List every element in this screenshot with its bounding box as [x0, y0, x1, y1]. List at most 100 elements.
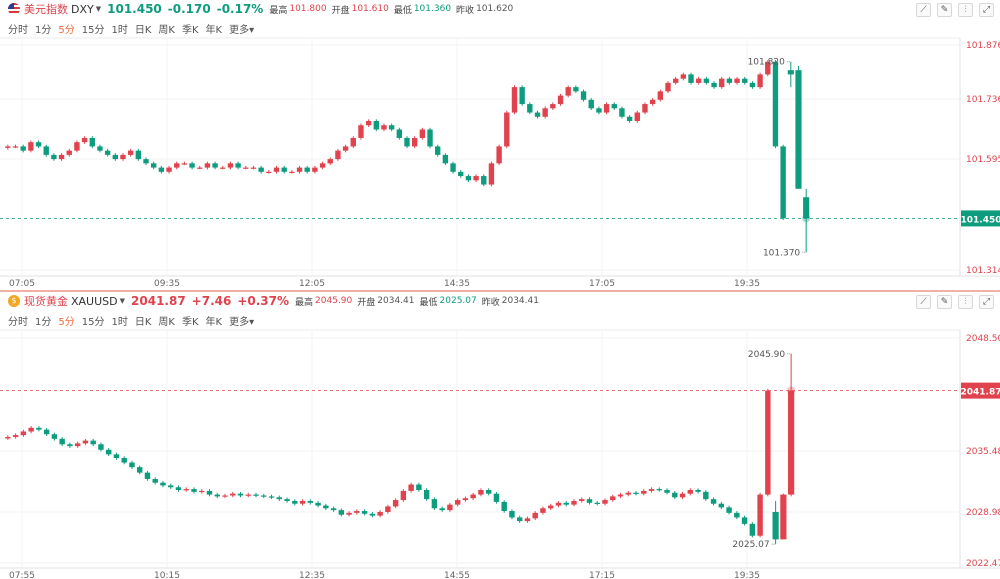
chevron-down-icon[interactable]: ▼: [95, 5, 102, 13]
candle-body: [299, 500, 306, 504]
candle-body: [323, 505, 329, 509]
candle-body: [718, 503, 725, 508]
candle-body: [66, 150, 72, 155]
more-periods-button[interactable]: 更多▾: [229, 21, 254, 36]
candle-body: [664, 490, 670, 493]
tab-period[interactable]: 日K: [134, 316, 152, 328]
low-label: 最低: [419, 297, 438, 308]
candle-body: [237, 493, 244, 496]
candle-body: [571, 500, 577, 505]
candle-body: [307, 500, 314, 503]
candle-body: [81, 137, 88, 143]
candle-body: [610, 496, 616, 501]
candle-body: [548, 505, 554, 509]
line-tool-icon[interactable]: ⟋: [916, 295, 931, 309]
candle-body: [532, 512, 538, 519]
x-tick-label: 17:05: [589, 279, 615, 289]
symbol-code[interactable]: DXY: [71, 2, 94, 16]
symbol-code[interactable]: XAUUSD: [71, 294, 118, 308]
tab-period[interactable]: 周K: [158, 316, 175, 328]
candle-body: [563, 502, 569, 505]
candle-body: [404, 137, 410, 147]
indicator-icon[interactable]: ⫶: [958, 295, 973, 309]
high-label: 最高: [269, 5, 288, 16]
candle-body: [112, 154, 118, 160]
symbol-name[interactable]: 现货黄金: [24, 295, 68, 308]
candle-body: [67, 444, 73, 447]
expand-icon[interactable]: ⤢: [979, 3, 994, 17]
symbol-name[interactable]: 美元指数: [24, 3, 68, 16]
candle-body: [439, 508, 445, 511]
candle-body: [82, 440, 89, 444]
xauusd-quote-header: $ 现货黄金 XAUUSD ▼ 2041.87 +7.46 +0.37% 最高 …: [0, 292, 1000, 310]
price-change: -0.170: [167, 2, 211, 16]
indicator-icon[interactable]: ⫶: [958, 3, 973, 17]
prev-close-label: 昨收: [481, 297, 500, 308]
candle-body: [350, 137, 356, 147]
pencil-icon[interactable]: ✎: [937, 3, 952, 17]
tab-period[interactable]: 季K: [181, 24, 199, 36]
candle-body: [245, 494, 251, 496]
candle-body: [129, 462, 135, 468]
xauusd-candlestick-chart[interactable]: 07:55 10:15 12:35 14:55 17:15 19:35 2048.50 203…: [0, 292, 1000, 579]
x-tick-label: 17:15: [589, 571, 615, 579]
tab-period[interactable]: 15分: [81, 24, 105, 36]
tab-period[interactable]: 周K: [158, 24, 175, 36]
candle-body: [787, 70, 794, 75]
candle-body: [319, 163, 326, 168]
candle-body: [98, 444, 104, 450]
tab-period[interactable]: 1分: [35, 24, 52, 36]
tab-period[interactable]: 15分: [81, 316, 105, 328]
candle-body: [496, 146, 502, 164]
tab-period[interactable]: 年K: [205, 24, 223, 36]
candle-body: [408, 484, 414, 491]
candle-body: [703, 491, 709, 500]
low-marker-label: 101.370: [763, 248, 800, 258]
tab-period[interactable]: 1分: [35, 316, 52, 328]
chevron-down-icon[interactable]: ▼: [119, 297, 126, 305]
candle-body: [235, 163, 241, 168]
chart-toolbar: ⟋ ✎ ⫶ ⤢: [916, 3, 994, 17]
candle-body: [74, 443, 81, 447]
low-value: 101.360: [413, 4, 452, 14]
candle-body: [462, 498, 469, 501]
x-tick-label: 14:35: [444, 279, 470, 289]
candle-body: [227, 163, 234, 168]
candle-body: [335, 150, 341, 160]
open-value: 101.610: [351, 4, 389, 14]
tab-period[interactable]: 年K: [205, 316, 223, 328]
candle-body: [603, 104, 610, 113]
candle-body: [396, 129, 403, 138]
candle-body: [127, 150, 134, 155]
candle-body: [373, 121, 379, 130]
tab-period[interactable]: 1时: [111, 316, 128, 328]
dxy-quote-header: 美元指数 DXY ▼ 101.450 -0.170 -0.17% 最高 101.…: [0, 0, 1000, 18]
chart-toolbar: ⟋ ✎ ⫶ ⤢: [916, 295, 994, 309]
candle-body: [757, 494, 763, 536]
candle-body: [726, 78, 733, 83]
pencil-icon[interactable]: ✎: [937, 295, 952, 309]
line-tool-icon[interactable]: ⟋: [916, 3, 931, 17]
candle-body: [392, 500, 399, 507]
tab-period[interactable]: 分时: [8, 24, 28, 36]
dxy-chart-panel: 07:05 09:35 12:05 14:35 17:05 19:35 101.876 101…: [0, 0, 1000, 290]
tab-period-active[interactable]: 5分: [58, 316, 75, 328]
candle-body: [695, 490, 701, 492]
tab-period[interactable]: 分时: [8, 316, 28, 328]
candle-body: [688, 74, 694, 83]
x-tick-label: 14:55: [444, 571, 470, 579]
tab-period[interactable]: 季K: [181, 316, 199, 328]
candle-body: [611, 104, 617, 109]
tab-period[interactable]: 1时: [111, 24, 128, 36]
candle-body: [327, 159, 333, 164]
expand-icon[interactable]: ⤢: [979, 295, 994, 309]
tab-period[interactable]: 日K: [134, 24, 152, 36]
dxy-candlestick-chart[interactable]: 07:05 09:35 12:05 14:35 17:05 19:35 101.876 101…: [0, 0, 1000, 290]
candle-body: [35, 142, 42, 147]
candle-body: [377, 511, 383, 516]
tab-period-active[interactable]: 5分: [58, 24, 75, 36]
candle-body: [672, 492, 678, 498]
more-periods-button[interactable]: 更多▾: [229, 313, 254, 328]
candle-body: [43, 429, 50, 435]
candle-body: [447, 504, 453, 511]
